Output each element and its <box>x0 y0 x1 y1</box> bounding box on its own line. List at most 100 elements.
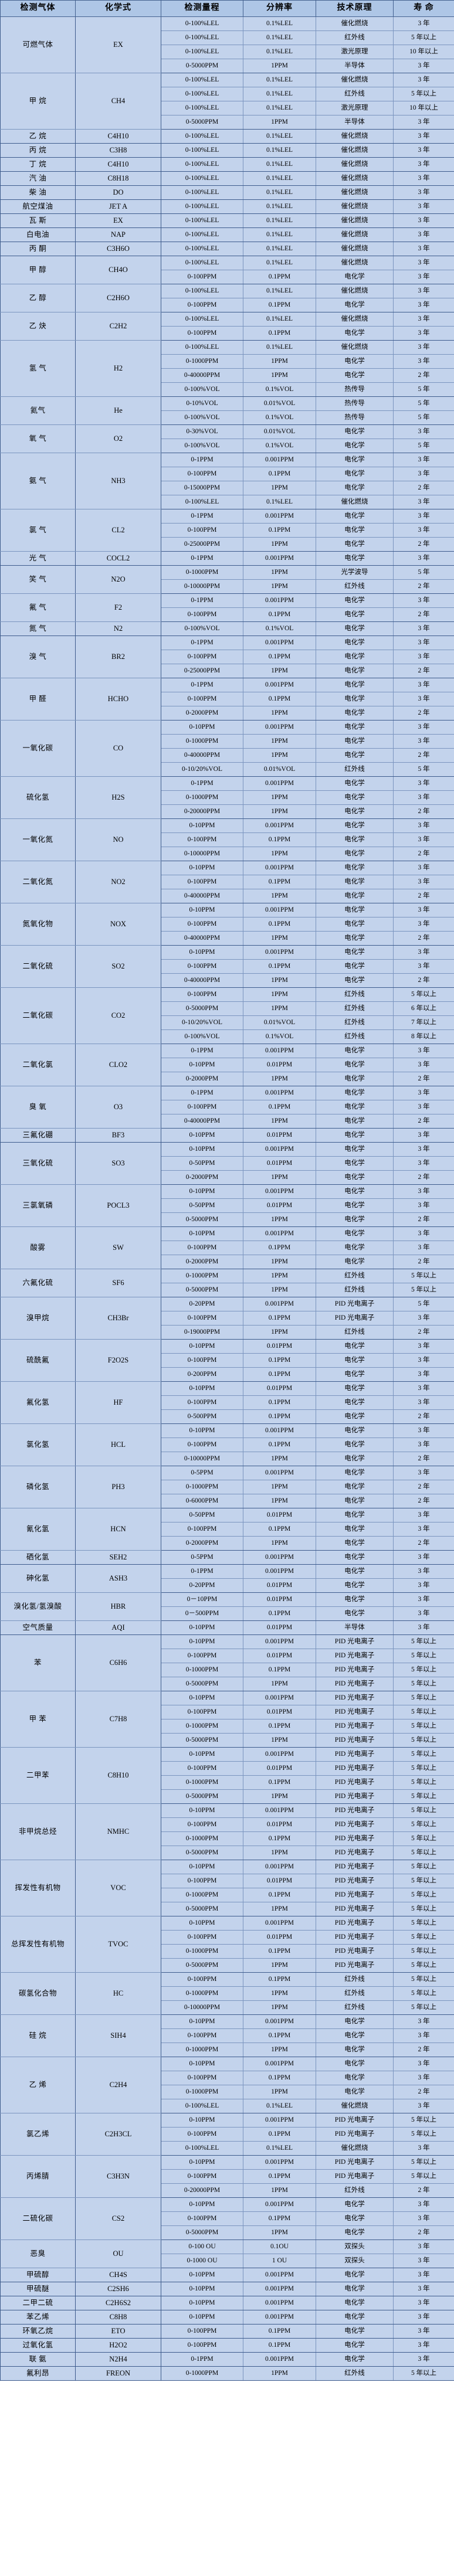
cell-lifetime: 5 年 <box>393 565 454 580</box>
cell-lifetime: 3 年 <box>393 340 454 355</box>
cell-lifetime: 2 年 <box>393 1325 454 1340</box>
cell-lifetime: 3 年 <box>393 2296 454 2310</box>
cell-chemical-formula: ASH3 <box>75 1564 161 1593</box>
cell-technology: 电化学 <box>316 593 394 608</box>
cell-technology: 电化学 <box>316 1128 394 1143</box>
cell-detection-range: 0-100PPM <box>161 298 243 312</box>
cell-lifetime: 3 年 <box>393 242 454 256</box>
cell-detection-range: 0-100%LEL <box>161 16 243 31</box>
cell-resolution: 0.1%LEL <box>243 213 316 228</box>
cell-technology: 电化学 <box>316 467 394 481</box>
table-row: 联 氨 N2H4 0-1PPM 0.001PPM 电化学 3 年 <box>0 2352 454 2367</box>
cell-chemical-formula: NMHC <box>75 1803 161 1860</box>
cell-detection-range: 0-100%LEL <box>161 312 243 327</box>
table-row: 0-100PPM 0.01PPM PID 光电离子 5 年以上 <box>1 1761 454 1776</box>
table-row: 氮氧化物 NOX 0-10PPM 0.001PPM 电化学 3 年 <box>0 903 454 946</box>
cell-detection-range: 0-25000PPM <box>161 664 243 678</box>
table-row: 0-100%LEL 0.1%LEL 红外线 5 年以上 <box>1 87 454 101</box>
cell-resolution: 1PPM <box>243 2043 316 2057</box>
cell-lifetime: 2 年 <box>393 2085 454 2099</box>
table-row: 0-100%VOL 0.1%VOL 电化学 5 年 <box>1 439 454 453</box>
cell-lifetime: 2 年 <box>393 748 454 763</box>
cell-chemical-formula: CO <box>75 720 161 777</box>
cell-lifetime: 3 年 <box>393 143 454 158</box>
cell-detection-range: 0-10000PPM <box>161 2000 243 2015</box>
cell-resolution: 0.01PPM <box>243 1058 316 1072</box>
cell-lifetime: 3 年 <box>393 1339 454 1354</box>
table-row: 一氧化氮 NO 0-10PPM 0.001PPM 电化学 3 年 <box>0 818 454 861</box>
cell-resolution: 1PPM <box>243 1255 316 1269</box>
table-row: 0-100%LEL 0.1%LEL 红外线 5 年以上 <box>1 30 454 45</box>
cell-lifetime: 5 年以上 <box>393 1930 454 1945</box>
cell-technology: PID 光电离子 <box>316 1944 394 1959</box>
cell-lifetime: 3 年 <box>393 1437 454 1452</box>
gas-detection-table: 检测气体 化学式 检测量程 分辨率 技术原理 寿 命 可燃气体 EX 0-100%L… <box>0 0 454 2381</box>
cell-lifetime: 3 年 <box>393 16 454 31</box>
cell-detection-range: 0-1PPM <box>161 1044 243 1058</box>
table-row: 氯乙烯 C2H3CL 0-10PPM 0.001PPM PID 光电离子 5 年以上 <box>0 2113 454 2156</box>
cell-detection-range: 0-10PPM <box>161 818 243 833</box>
cell-resolution: 0.01PPM <box>243 1592 316 1607</box>
cell-technology: 红外线 <box>316 1001 394 1016</box>
table-row: 汽 油 C8H18 0-100%LEL 0.1%LEL 催化燃烧 3 年 <box>0 171 454 186</box>
cell-technology: 电化学 <box>316 1494 394 1508</box>
table-row: 0-100PPM 0.1PPM PID 光电离子 5 年以上 <box>1 2127 454 2142</box>
cell-chemical-formula: JET A <box>75 199 161 214</box>
cell-gas-name: 环氧乙烷 <box>0 2324 76 2339</box>
table-row: 0-1000PPM 0.1PPM PID 光电离子 5 年以上 <box>1 1775 454 1790</box>
cell-resolution: 0.001PPM <box>243 1044 316 1058</box>
cell-gas-name: 二硫化碳 <box>0 2197 76 2240</box>
cell-technology: 催化燃烧 <box>316 2141 394 2156</box>
cell-lifetime: 3 年 <box>393 1550 454 1565</box>
cell-resolution: 0.1PPM <box>243 1775 316 1790</box>
cell-technology: 电化学 <box>316 1536 394 1551</box>
table-row: 0-10000PPM 1PPM 红外线 2 年 <box>1 579 454 594</box>
table-row: 0-50PPM 0.01PPM 电化学 3 年 <box>1 1198 454 1213</box>
cell-resolution: 0.1%VOL <box>243 1029 316 1044</box>
cell-gas-name: 二甲苯 <box>0 1747 76 1804</box>
cell-lifetime: 3 年 <box>393 1578 454 1593</box>
table-row: 0-100PPM 0.01PPM PID 光电离子 5 年以上 <box>1 1705 454 1719</box>
cell-lifetime: 5 年 <box>393 396 454 411</box>
cell-gas-name: 硒化氢 <box>0 1550 76 1565</box>
cell-gas-name: 甲硫醇 <box>0 2268 76 2282</box>
table-row: 0-2000PPM 1PPM 电化学 2 年 <box>1 1170 454 1185</box>
cell-technology: 电化学 <box>316 1353 394 1368</box>
table-row: 氧 气 O2 0-30%VOL 0.01%VOL 电化学 3 年 <box>0 424 454 453</box>
cell-resolution: 1 OU <box>243 2254 316 2268</box>
table-row: 乙 烯 C2H4 0-10PPM 0.001PPM 电化学 3 年 <box>0 2057 454 2113</box>
cell-lifetime: 2 年 <box>393 889 454 903</box>
table-row: 硫化氢 H2S 0-1PPM 0.001PPM 电化学 3 年 <box>0 776 454 819</box>
cell-lifetime: 3 年 <box>393 1058 454 1072</box>
cell-detection-range: 0-100PPM <box>161 2324 243 2339</box>
cell-detection-range: 0-20PPM <box>161 1297 243 1311</box>
cell-resolution: 0.1PPM <box>243 1409 316 1424</box>
cell-technology: 电化学 <box>316 2268 394 2282</box>
cell-lifetime: 5 年以上 <box>393 1705 454 1719</box>
cell-lifetime: 5 年以上 <box>393 1874 454 1888</box>
cell-gas-name: 乙 炔 <box>0 312 76 341</box>
cell-lifetime: 3 年 <box>393 1184 454 1199</box>
cell-lifetime: 5 年以上 <box>393 1761 454 1776</box>
cell-gas-name: 苯乙烯 <box>0 2310 76 2324</box>
cell-technology: 电化学 <box>316 889 394 903</box>
cell-technology: 催化燃烧 <box>316 2099 394 2113</box>
cell-lifetime: 3 年 <box>393 1381 454 1396</box>
table-row: 0-1000PPM 1PPM 电化学 2 年 <box>1 1480 454 1494</box>
table-row: 0-20000PPM 1PPM 电化学 2 年 <box>1 804 454 819</box>
cell-resolution: 0.1PPM <box>243 270 316 284</box>
cell-lifetime: 3 年 <box>393 1620 454 1635</box>
cell-technology: 红外线 <box>316 1015 394 1030</box>
cell-gas-name: 氮氧化物 <box>0 903 76 946</box>
cell-resolution: 1PPM <box>243 1789 316 1804</box>
cell-resolution: 1PPM <box>243 1480 316 1494</box>
cell-detection-range: 0-100%LEL <box>161 2141 243 2156</box>
cell-resolution: 0.1%LEL <box>243 73 316 87</box>
cell-resolution: 0.001PPM <box>243 1916 316 1931</box>
cell-gas-name: 挥发性有机物 <box>0 1860 76 1916</box>
table-row: 0-100PPM 0.1PPM 电化学 3 年 <box>1 832 454 847</box>
table-row: 柴 油 DO 0-100%LEL 0.1%LEL 催化燃烧 3 年 <box>0 185 454 200</box>
cell-resolution: 0.1%LEL <box>243 242 316 256</box>
cell-detection-range: 0-2000PPM <box>161 706 243 721</box>
cell-lifetime: 10 年以上 <box>393 45 454 59</box>
